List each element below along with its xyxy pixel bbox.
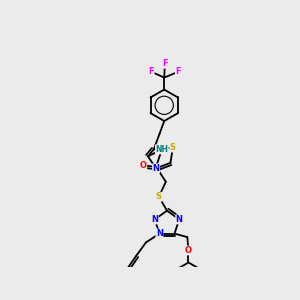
Text: F: F: [175, 67, 181, 76]
Text: S: S: [156, 192, 162, 201]
Text: N: N: [153, 164, 160, 173]
Text: O: O: [140, 161, 147, 170]
Text: F: F: [148, 67, 154, 76]
Text: N: N: [156, 229, 163, 238]
Text: N: N: [151, 215, 158, 224]
Text: NH: NH: [155, 145, 168, 154]
Text: F: F: [162, 59, 168, 68]
Text: O: O: [185, 246, 192, 255]
Text: N: N: [176, 215, 183, 224]
Text: S: S: [170, 143, 176, 152]
